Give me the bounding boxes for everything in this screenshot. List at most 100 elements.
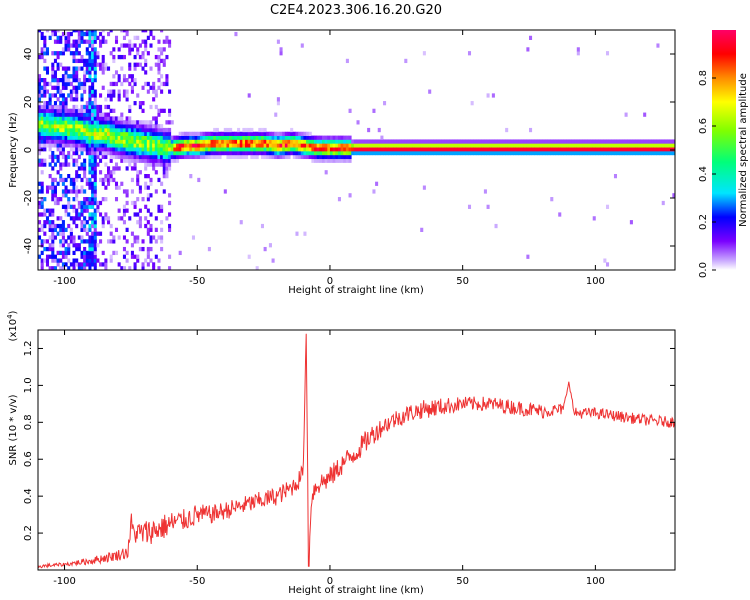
spectrogram-cell — [80, 250, 84, 256]
spectrogram-cell — [112, 93, 116, 98]
spectrogram-cell — [149, 212, 153, 217]
spectrogram-cell — [146, 262, 150, 267]
spectrogram-cell — [337, 139, 341, 144]
spectrogram-cell — [141, 30, 145, 33]
spectrogram-cell — [128, 135, 132, 140]
spectrogram-cell — [149, 181, 153, 186]
spectrogram-cell — [88, 243, 92, 248]
spectrogram-cell — [114, 150, 119, 156]
spectrogram-cell — [191, 150, 195, 156]
spectrogram-cell — [157, 62, 161, 67]
spectrogram-cell — [51, 78, 55, 83]
y-tick-label: 1.2 — [23, 341, 34, 357]
spectrogram-cell — [56, 139, 60, 144]
spectrogram-cell — [576, 147, 580, 152]
spectrogram-cell — [93, 174, 97, 179]
spectrogram-cell — [197, 150, 201, 156]
spectrogram-cell — [629, 220, 633, 225]
spectrogram-cell — [271, 150, 275, 156]
spectrogram-cell — [96, 108, 100, 113]
spectrogram-cell — [88, 147, 92, 152]
spectrogram-cell — [128, 81, 132, 87]
colorbar-ticks: 0.00.20.40.60.8 — [698, 70, 716, 278]
spectrogram-cell — [107, 131, 111, 136]
spectrogram-cell — [77, 31, 81, 37]
spectrogram-cell — [125, 116, 129, 121]
spectrogram-cell — [613, 139, 618, 144]
spectrogram-cell — [194, 131, 198, 136]
spectrogram-cell — [388, 143, 392, 148]
spectrogram-cell — [53, 258, 57, 263]
spectrogram-cell — [117, 74, 121, 79]
spectrogram-cell — [420, 227, 424, 232]
spectrogram-cell — [88, 43, 92, 48]
spectrogram-cell — [260, 139, 265, 144]
spectrogram-cell — [136, 47, 140, 52]
spectrogram-cell — [526, 147, 530, 152]
spectrogram-cell — [321, 150, 326, 156]
spectrogram-cell — [93, 120, 97, 125]
spectrogram-cell — [226, 147, 230, 152]
spectrogram-cell — [258, 131, 262, 136]
spectrogram-cell — [101, 197, 105, 202]
spectrogram-cell — [130, 200, 134, 206]
spectrogram-cell — [329, 158, 334, 163]
spectrogram-cell — [61, 254, 65, 259]
spectrogram-cell — [43, 81, 47, 87]
spectrogram-cell — [45, 143, 50, 148]
spectrogram-cell — [80, 262, 84, 267]
spectrogram-cell — [80, 131, 84, 136]
spectrogram-cell — [64, 143, 68, 148]
spectrogram-cell — [574, 147, 578, 152]
spectrogram-cell — [77, 39, 81, 44]
spectrogram-cell — [69, 204, 73, 209]
spectrogram-cell — [64, 158, 68, 163]
spectrogram-cell — [85, 139, 89, 144]
spectrogram-cell — [38, 150, 42, 156]
spectrogram-cell — [173, 135, 177, 140]
spectrogram-cell — [122, 189, 126, 194]
spectrogram-cell — [107, 143, 111, 148]
spectrogram-cell — [109, 135, 113, 140]
spectrogram-cell — [245, 139, 249, 144]
spectrogram-cell — [582, 143, 586, 148]
spectrogram-cell — [91, 101, 95, 106]
spectrogram-cell — [114, 162, 119, 167]
spectrogram-cell — [157, 47, 161, 52]
spectrogram-cell — [64, 35, 68, 40]
spectrogram-cell — [242, 139, 246, 144]
spectrogram-cell — [83, 78, 87, 83]
spectrogram-cell — [104, 66, 108, 71]
spectrogram-cell — [449, 150, 453, 156]
spectrogram-cell — [80, 177, 84, 183]
spectrogram-cell — [53, 120, 57, 125]
spectrogram-cell — [566, 139, 570, 144]
spectrogram-cell — [114, 147, 119, 152]
spectrogram-cell — [337, 143, 341, 148]
spectrogram-cell — [88, 177, 92, 183]
spectrogram-cell — [165, 127, 169, 133]
spectrogram-cell — [91, 231, 95, 236]
spectrogram-cell — [104, 62, 108, 67]
spectrogram-cell — [128, 62, 132, 67]
spectrogram-cell — [43, 220, 47, 225]
spectrogram-cell — [77, 43, 81, 48]
spectrogram-cell — [608, 147, 612, 152]
spectrogram-cell — [72, 147, 76, 152]
spectrogram-cell — [598, 143, 602, 148]
spectrogram-cell — [669, 150, 673, 156]
spectrogram-cell — [396, 150, 400, 156]
spectrogram-cell — [632, 150, 636, 156]
spectrogram-cell — [181, 154, 185, 160]
spectrogram-cell — [67, 81, 71, 87]
spectrogram-cell — [237, 127, 241, 133]
spectrogram-cell — [571, 139, 575, 144]
spectrogram-cell — [191, 139, 195, 144]
spectrogram-cell — [152, 124, 156, 129]
spectrogram-cell — [88, 262, 92, 267]
spectrogram-cell — [75, 177, 79, 183]
spectrogram-cell — [99, 39, 103, 44]
spectrogram-cell — [149, 127, 153, 133]
spectrogram-cell — [56, 131, 60, 136]
spectrogram-cell — [69, 139, 73, 144]
